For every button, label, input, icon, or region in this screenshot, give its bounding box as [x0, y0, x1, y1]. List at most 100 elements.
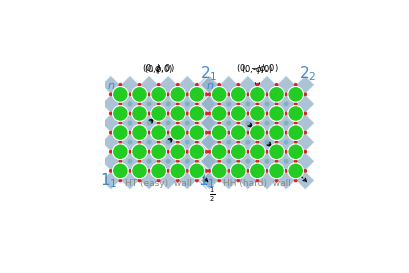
Polygon shape — [158, 133, 178, 152]
Circle shape — [211, 164, 226, 178]
Circle shape — [156, 140, 160, 144]
Circle shape — [265, 112, 268, 115]
Circle shape — [195, 121, 198, 125]
Circle shape — [269, 87, 283, 102]
Circle shape — [293, 159, 297, 163]
Circle shape — [185, 93, 189, 96]
Circle shape — [170, 144, 184, 159]
Polygon shape — [276, 152, 295, 171]
Text: $\frac{1}{2}$: $\frac{1}{2}$ — [209, 186, 215, 204]
Circle shape — [170, 164, 184, 178]
Circle shape — [264, 159, 269, 164]
Circle shape — [255, 159, 259, 163]
Circle shape — [195, 102, 198, 106]
Circle shape — [288, 87, 302, 102]
Circle shape — [255, 83, 259, 87]
Circle shape — [128, 169, 132, 173]
Circle shape — [137, 83, 141, 87]
Circle shape — [147, 150, 151, 154]
Circle shape — [287, 86, 303, 103]
Circle shape — [188, 124, 205, 141]
Polygon shape — [178, 75, 196, 94]
Circle shape — [175, 83, 179, 87]
Circle shape — [146, 140, 151, 145]
Polygon shape — [238, 133, 257, 152]
Circle shape — [128, 131, 132, 135]
Circle shape — [293, 121, 297, 125]
Circle shape — [131, 86, 148, 103]
Polygon shape — [101, 114, 120, 133]
Polygon shape — [200, 133, 219, 152]
Polygon shape — [295, 94, 314, 114]
Polygon shape — [219, 114, 238, 133]
Circle shape — [230, 87, 245, 102]
Circle shape — [265, 131, 268, 135]
Circle shape — [293, 140, 297, 144]
Polygon shape — [101, 94, 120, 114]
Circle shape — [169, 162, 186, 179]
Circle shape — [131, 143, 148, 160]
Circle shape — [283, 169, 288, 173]
Circle shape — [204, 131, 208, 135]
Circle shape — [195, 83, 198, 87]
Circle shape — [230, 125, 245, 140]
Circle shape — [113, 144, 127, 159]
Circle shape — [249, 125, 264, 140]
Circle shape — [267, 143, 284, 160]
Circle shape — [113, 125, 127, 140]
Circle shape — [217, 159, 220, 163]
Circle shape — [165, 102, 170, 106]
Circle shape — [109, 150, 112, 154]
Circle shape — [269, 164, 283, 178]
Polygon shape — [101, 171, 120, 190]
Circle shape — [245, 150, 249, 154]
Circle shape — [264, 140, 269, 145]
Circle shape — [236, 140, 240, 144]
Circle shape — [132, 164, 146, 178]
Circle shape — [245, 121, 250, 126]
Circle shape — [170, 106, 184, 121]
Polygon shape — [139, 75, 158, 94]
Polygon shape — [219, 94, 238, 114]
Circle shape — [118, 102, 122, 106]
Circle shape — [189, 106, 204, 121]
Polygon shape — [120, 152, 139, 171]
Circle shape — [175, 179, 179, 182]
Circle shape — [287, 162, 303, 179]
Circle shape — [229, 105, 246, 122]
Circle shape — [147, 112, 151, 115]
Text: $1_1$: $1_1$ — [198, 171, 216, 189]
Circle shape — [303, 112, 306, 115]
Circle shape — [127, 140, 132, 145]
Circle shape — [274, 121, 278, 125]
Polygon shape — [219, 152, 238, 171]
Circle shape — [150, 86, 166, 103]
Polygon shape — [238, 75, 257, 94]
Circle shape — [236, 83, 240, 87]
Circle shape — [132, 106, 146, 121]
Circle shape — [185, 131, 189, 135]
Circle shape — [169, 86, 186, 103]
Polygon shape — [200, 114, 219, 133]
Circle shape — [175, 102, 179, 106]
Circle shape — [217, 140, 220, 144]
Circle shape — [137, 140, 141, 144]
Circle shape — [112, 124, 128, 141]
Polygon shape — [178, 133, 196, 152]
Text: (0,-$\phi$,0): (0,-$\phi$,0) — [240, 63, 273, 76]
Circle shape — [245, 169, 249, 173]
Circle shape — [245, 112, 249, 115]
Polygon shape — [295, 133, 314, 152]
Circle shape — [217, 121, 220, 125]
Polygon shape — [120, 75, 139, 94]
Circle shape — [207, 169, 211, 173]
Polygon shape — [120, 94, 139, 114]
Circle shape — [274, 102, 278, 106]
Circle shape — [264, 121, 269, 126]
Text: n: n — [108, 81, 115, 91]
Polygon shape — [200, 171, 219, 190]
Circle shape — [265, 93, 268, 96]
Circle shape — [283, 112, 288, 115]
Circle shape — [185, 150, 189, 154]
Text: $1_1$: $1_1$ — [99, 171, 117, 189]
